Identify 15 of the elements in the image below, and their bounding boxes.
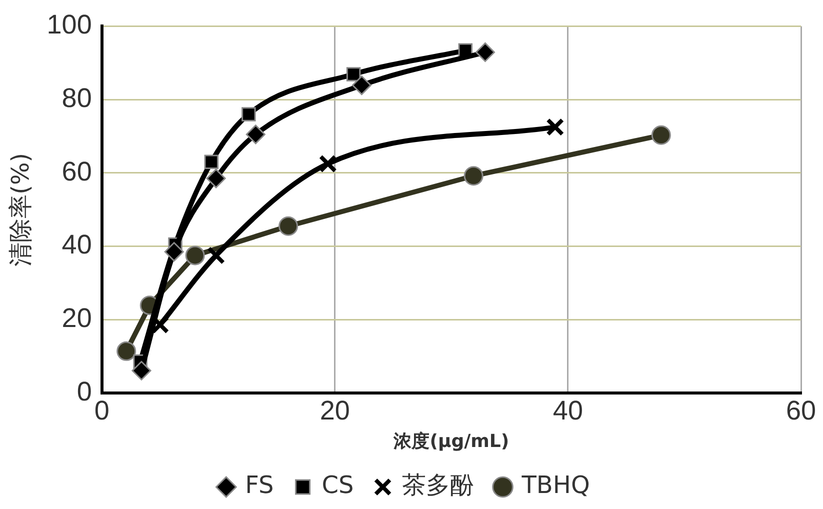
legend-label: CS xyxy=(322,471,354,500)
y-tick-label: 60 xyxy=(62,156,92,186)
y-tick-label: 80 xyxy=(62,83,92,114)
y-tick-label: 100 xyxy=(46,10,92,40)
y-axis-title: 清除率(%) xyxy=(6,152,35,266)
x-tick-label: 60 xyxy=(786,396,816,426)
x-tick-label: 20 xyxy=(320,396,350,426)
x-axis-title: 浓度(μg/mL) xyxy=(392,430,510,452)
y-tick-label: 20 xyxy=(62,303,92,334)
y-tick-label: 40 xyxy=(62,230,92,260)
legend-label: TBHQ xyxy=(520,471,590,500)
legend-label: 茶多酚 xyxy=(402,471,474,500)
y-tick-label: 0 xyxy=(76,376,92,406)
legend-label: FS xyxy=(245,471,274,500)
x-tick-label: 40 xyxy=(552,396,583,426)
